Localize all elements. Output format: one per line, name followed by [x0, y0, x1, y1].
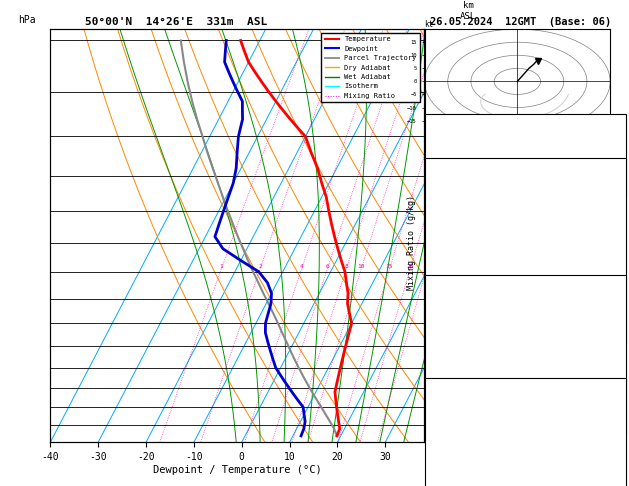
Text: 50: 50: [612, 151, 623, 160]
Text: 4: 4: [299, 264, 303, 269]
Text: Pressure (mb): Pressure (mb): [431, 312, 501, 321]
Text: 23: 23: [612, 440, 623, 449]
Text: θₑ (K): θₑ (K): [431, 338, 463, 347]
Text: Dewp (°C): Dewp (°C): [431, 221, 479, 229]
Text: 6: 6: [617, 414, 623, 422]
Text: 8: 8: [344, 264, 348, 269]
Text: 2: 2: [258, 264, 262, 269]
Text: StmDir: StmDir: [431, 466, 463, 474]
Text: 26.05.2024  12GMT  (Base: 06): 26.05.2024 12GMT (Base: 06): [430, 17, 611, 27]
Text: 2.3: 2.3: [606, 176, 623, 185]
Text: km
ASL: km ASL: [460, 1, 476, 21]
Text: K: K: [431, 126, 437, 135]
Text: PW (cm): PW (cm): [431, 176, 469, 185]
Text: 419: 419: [606, 388, 623, 397]
Text: Surface: Surface: [506, 170, 544, 179]
Text: Lifted Index: Lifted Index: [431, 363, 496, 372]
Text: 11.7: 11.7: [601, 221, 623, 229]
Text: 19.2: 19.2: [601, 195, 623, 204]
Text: 20: 20: [406, 264, 414, 269]
Text: 28: 28: [612, 126, 623, 135]
Text: -2: -2: [612, 271, 623, 280]
Text: 50°00'N  14°26'E  331m  ASL: 50°00'N 14°26'E 331m ASL: [84, 17, 267, 27]
Text: 319: 319: [606, 246, 623, 255]
Text: -4: -4: [612, 415, 623, 424]
Text: 6: 6: [617, 322, 623, 330]
Text: 981: 981: [606, 312, 623, 321]
Text: EH: EH: [431, 415, 442, 424]
Text: Lifted Index: Lifted Index: [431, 271, 496, 280]
Text: 6: 6: [325, 264, 329, 269]
Text: Totals Totals: Totals Totals: [431, 151, 501, 160]
Text: θₑ(K): θₑ(K): [431, 246, 458, 255]
Text: 319: 319: [606, 338, 623, 347]
Text: CAPE (J): CAPE (J): [431, 388, 474, 397]
Text: Temp (°C): Temp (°C): [431, 195, 479, 204]
Text: CAPE (J): CAPE (J): [431, 296, 474, 305]
Text: SREH: SREH: [431, 440, 452, 449]
Text: CIN (J): CIN (J): [431, 322, 469, 330]
Text: © weatheronline.co.uk: © weatheronline.co.uk: [472, 474, 569, 484]
Text: LCL: LCL: [427, 389, 441, 399]
Text: Most Unstable: Most Unstable: [490, 287, 560, 296]
Text: kt: kt: [425, 20, 434, 29]
Text: Hodograph: Hodograph: [501, 390, 549, 399]
Text: 15: 15: [386, 264, 393, 269]
Text: 1: 1: [220, 264, 223, 269]
Legend: Temperature, Dewpoint, Parcel Trajectory, Dry Adiabat, Wet Adiabat, Isotherm, Mi: Temperature, Dewpoint, Parcel Trajectory…: [321, 33, 420, 103]
Text: CIN (J): CIN (J): [431, 414, 469, 422]
Text: Mixing Ratio (g/kg): Mixing Ratio (g/kg): [408, 195, 416, 291]
X-axis label: Dewpoint / Temperature (°C): Dewpoint / Temperature (°C): [153, 465, 321, 475]
Text: 195°: 195°: [601, 466, 623, 474]
Text: -2: -2: [612, 363, 623, 372]
Text: 419: 419: [606, 296, 623, 305]
Text: 10: 10: [357, 264, 365, 269]
Text: hPa: hPa: [19, 15, 36, 25]
